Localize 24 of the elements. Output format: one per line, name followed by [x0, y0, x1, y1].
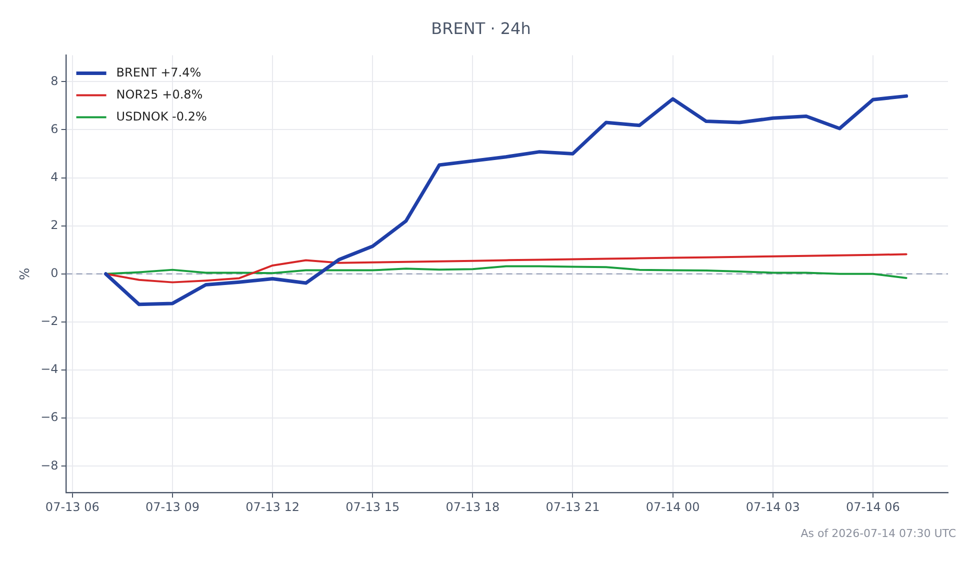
x-tick-label: 07-13 18: [446, 500, 500, 514]
legend-label: NOR25 +0.8%: [116, 87, 203, 102]
text: As of 2026-07-14 07:30 UTC: [800, 526, 956, 540]
y-tick-label: 8: [50, 74, 58, 88]
y-tick-label: 6: [50, 122, 58, 136]
x-tick-label: 07-13 15: [346, 500, 400, 514]
x-tick-label: 07-13 09: [145, 500, 200, 514]
legend-label: USDNOK -0.2%: [116, 109, 207, 124]
chart-title: BRENT · 24h: [431, 18, 531, 38]
x-tick-label: 07-14 06: [846, 500, 900, 514]
y-tick-label: −4: [40, 362, 58, 376]
y-tick-label: 4: [50, 170, 58, 184]
x-tick-label: 07-14 03: [746, 500, 800, 514]
y-tick-label: −6: [40, 410, 58, 424]
x-tick-label: 07-13 12: [246, 500, 300, 514]
legend-label: BRENT +7.4%: [116, 65, 202, 80]
y-tick-label: −2: [40, 314, 58, 328]
x-tick-label: 07-14 00: [646, 500, 700, 514]
y-tick-label: 2: [50, 218, 58, 232]
x-tick-label: 07-13 21: [546, 500, 600, 514]
y-axis-title: %: [18, 268, 34, 280]
y-tick-label: −8: [40, 458, 58, 472]
x-tick-label: 07-13 06: [45, 500, 100, 514]
y-tick-label: 0: [50, 266, 58, 280]
